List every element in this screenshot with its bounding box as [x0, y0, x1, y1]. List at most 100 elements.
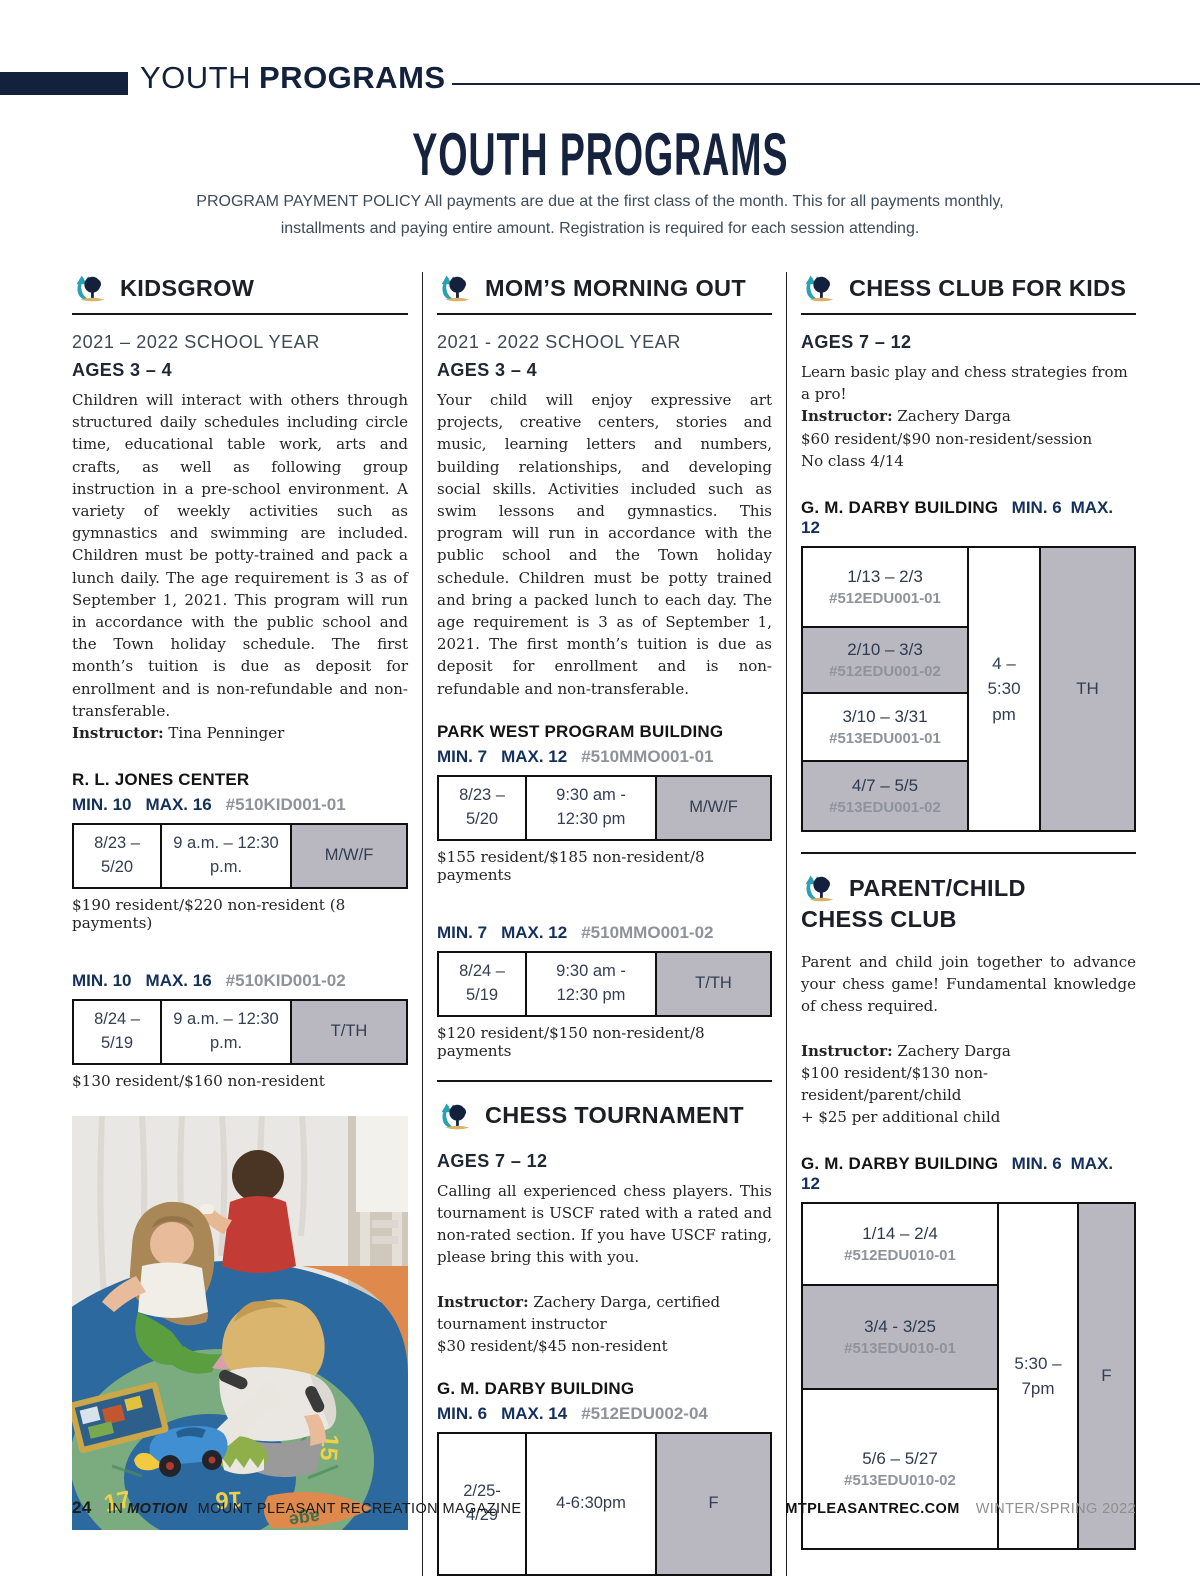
building-meta-line: G. M. DARBY BUILDING MIN. 6 MAX. 12 — [801, 498, 1136, 538]
rec-logo-icon — [801, 272, 838, 304]
children-playing-photo: 17 16 15 age — [72, 1116, 408, 1531]
school-year: 2021 - 2022 SCHOOL YEAR — [437, 332, 681, 352]
session-code: #512EDU002-04 — [581, 1404, 708, 1424]
instructor-line: Instructor: Zachery Darga — [801, 1040, 1136, 1062]
price-line: $60 resident/$90 non-resident/session — [801, 429, 1093, 448]
price-line: $100 resident/$130 non-resident/parent/c… — [801, 1063, 989, 1105]
footer-season: WINTER/SPRING 2022 — [975, 1501, 1136, 1517]
date-cell: 8/23 – 5/20 — [439, 776, 527, 839]
footer-left: 24 | IN MOTION MOUNT PLEASANT RECREATION MAG… — [72, 1498, 521, 1518]
instructor-label: Instructor: — [437, 1292, 529, 1311]
max-label: MAX. 12 — [501, 746, 568, 766]
building-meta-line: G. M. DARBY BUILDING MIN. 6 MAX. 12 — [801, 1154, 1136, 1194]
time-cell: 9:30 am - 12:30 pm — [527, 776, 657, 839]
section-separator: CHESS TOURNAMENT — [437, 1079, 772, 1141]
tournament-heading: CHESS TOURNAMENT — [437, 1100, 772, 1141]
session-row: 3/4 - 3/25 #513EDU010-01 — [803, 1286, 999, 1391]
price-line: $190 resident/$220 non-resident (8 payme… — [72, 896, 346, 933]
rug-word: age — [288, 1507, 322, 1530]
rug-number: 17 — [102, 1486, 134, 1518]
eyebrow-bold: PROGRAMS — [259, 60, 446, 95]
session-dates: 3/4 - 3/25 — [864, 1317, 936, 1337]
days-cell: T/TH — [292, 1001, 406, 1064]
program-description: Learn basic play and chess strategies fr… — [801, 363, 1128, 404]
session-meta: MIN. 6 MAX. 14 #512EDU002-04 — [437, 1404, 772, 1424]
session-code: #512EDU010-01 — [844, 1247, 956, 1265]
session-row: 5/6 – 5/27 #513EDU010-02 — [803, 1390, 999, 1549]
schedule-table: 8/23 – 5/20 9:30 am - 12:30 pm M/W/F — [437, 774, 772, 841]
footer-divider: | — [96, 1501, 101, 1517]
max-label: MAX. 12 — [801, 498, 1114, 538]
session-code: #513EDU001-01 — [829, 730, 941, 748]
schedule-table: 8/23 – 5/20 9 a.m. – 12:30 p.m. M/W/F — [72, 823, 408, 890]
days-cell: M/W/F — [657, 776, 770, 839]
header-rule — [452, 83, 1200, 85]
page-title: YOUTH PROGRAMS — [411, 119, 789, 188]
session-code: #510MMO001-02 — [581, 922, 714, 942]
columns: KIDSGROW 2021 – 2022 SCHOOL YEAR AGES 3 … — [72, 272, 1136, 1576]
moms-heading: MOM’S MORNING OUT — [437, 272, 772, 315]
instructor-line: Instructor: Tina Penninger — [72, 722, 408, 744]
time-cell: 4 – 5:30 pm — [969, 548, 1041, 831]
time-cell: 9 a.m. – 12:30 p.m. — [162, 1001, 292, 1064]
footer-in: IN — [107, 1501, 124, 1517]
session-dates: 3/10 – 3/31 — [842, 707, 928, 727]
days-cell: F — [657, 1434, 770, 1575]
page-number: 24 — [72, 1498, 92, 1517]
section-title: CHESS TOURNAMENT — [485, 1102, 744, 1129]
session-row: 4/7 – 5/5 #513EDU001-02 — [803, 762, 969, 831]
no-class-note: No class 4/14 — [801, 451, 904, 470]
program-description: Calling all experienced chess players. T… — [437, 1181, 772, 1267]
building-name: G. M. DARBY BUILDING — [801, 1154, 999, 1174]
session-code: #510KID001-02 — [225, 971, 346, 991]
time-cell: 4-6:30pm — [527, 1434, 657, 1575]
session-dates: 4/7 – 5/5 — [851, 776, 919, 796]
session-code: #512EDU001-02 — [829, 663, 941, 681]
eyebrow-light: YOUTH — [140, 60, 251, 95]
ages-line: AGES 3 – 4 — [437, 360, 538, 380]
instructor-label: Instructor: — [801, 407, 893, 426]
column-kidsgrow: KIDSGROW 2021 – 2022 SCHOOL YEAR AGES 3 … — [72, 272, 422, 1576]
time-cell: 5:30 – 7pm — [999, 1204, 1079, 1549]
instructor-label: Instructor: — [72, 724, 164, 743]
footer-website: MTPLEASANTREC.COM — [785, 1501, 960, 1517]
min-label: MIN. 10 — [72, 795, 132, 815]
school-year: 2021 – 2022 SCHOOL YEAR — [72, 332, 320, 352]
instructor-name: Zachery Darga — [897, 1041, 1011, 1060]
days-cell: T/TH — [657, 952, 770, 1015]
rec-logo-icon — [437, 272, 474, 304]
session-code: #513EDU010-01 — [844, 1340, 956, 1358]
page-footer: 24 | IN MOTION MOUNT PLEASANT RECREATION MAG… — [72, 1498, 1136, 1518]
footer-motion: MOTION — [127, 1501, 188, 1517]
header-accent-bar — [0, 72, 128, 95]
session-meta: MIN. 7 MAX. 12 #510MMO001-02 — [437, 923, 772, 943]
min-label: MIN. 6 — [1011, 1154, 1062, 1174]
session-row: 1/13 – 2/3 #512EDU001-01 — [803, 548, 969, 629]
page-section-label: YOUTH PROGRAMS — [140, 60, 446, 96]
price-line: $155 resident/$185 non-resident/8 paymen… — [437, 847, 705, 884]
section-title: KIDSGROW — [120, 274, 255, 301]
max-label: MAX. 16 — [145, 795, 212, 815]
session-code: #510KID001-01 — [225, 795, 346, 815]
date-cell: 8/24 – 5/19 — [74, 1001, 162, 1064]
section-title-line2: CHESS CLUB — [801, 906, 957, 933]
section-title: CHESS CLUB FOR KIDS — [849, 274, 1127, 301]
column-moms-morning-out: MOM’S MORNING OUT 2021 - 2022 SCHOOL YEA… — [422, 272, 786, 1576]
policy-line-1: PROGRAM PAYMENT POLICY All payments are … — [196, 193, 1004, 210]
building-name: G. M. DARBY BUILDING — [437, 1379, 635, 1399]
session-row: 3/10 – 3/31 #513EDU001-01 — [803, 694, 969, 763]
days-cell: F — [1079, 1204, 1134, 1549]
session-table: 1/13 – 2/3 #512EDU001-01 2/10 – 3/3 #512… — [801, 546, 1136, 833]
time-cell: 9 a.m. – 12:30 p.m. — [162, 825, 292, 888]
section-title: PARENT/CHILD — [849, 874, 1026, 901]
rec-logo-icon — [801, 872, 838, 904]
session-code: #513EDU010-02 — [844, 1472, 956, 1490]
session-meta: MIN. 10 MAX. 16 #510KID001-02 — [72, 971, 408, 991]
min-label: MIN. 7 — [437, 922, 488, 942]
session-row: 2/10 – 3/3 #512EDU001-02 — [803, 628, 969, 695]
session-code: #513EDU001-02 — [829, 799, 941, 817]
min-label: MIN. 6 — [437, 1404, 488, 1424]
footer-right: MTPLEASANTREC.COM WINTER/SPRING 2022 — [785, 1501, 1136, 1517]
policy-line-2: installments and paying entire amount. R… — [280, 220, 920, 238]
chess-club-heading: CHESS CLUB FOR KIDS — [801, 272, 1136, 315]
